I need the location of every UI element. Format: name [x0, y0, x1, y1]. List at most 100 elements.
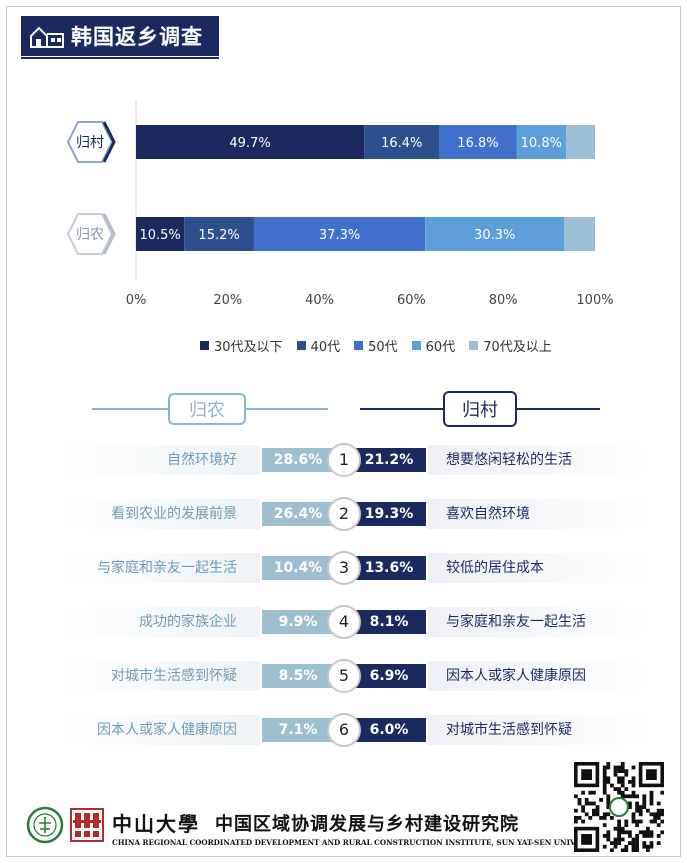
legend-item: 50代 [354, 336, 398, 355]
legend-item: 40代 [296, 336, 341, 355]
rank-badge: 6 [327, 713, 361, 747]
data-label: 30.3% [474, 228, 515, 243]
x-tick-label: 80% [489, 293, 518, 308]
bar-segment [439, 125, 517, 159]
left-reason: 与家庭和亲友一起生活 [97, 560, 237, 576]
category-label: 归农 [76, 226, 104, 243]
data-label: 16.8% [457, 136, 498, 151]
right-reason: 较低的居住成本 [446, 560, 544, 576]
left-percent: 9.9% [262, 610, 334, 634]
right-reason: 因本人或家人健康原因 [446, 668, 586, 684]
left-reason: 因本人或家人健康原因 [97, 722, 237, 738]
bar-segment [516, 125, 567, 159]
data-label: 37.3% [319, 228, 360, 243]
right-percent: 13.6% [352, 556, 426, 580]
row-left-shade [60, 499, 260, 529]
header-underline [21, 57, 219, 59]
page-frame [6, 6, 681, 857]
legend-swatch [411, 341, 421, 350]
comparison-row: 因本人或家人健康原因 7.1% 6.0% 6 对城市生活感到怀疑 [0, 713, 687, 747]
legend-label: 70代及以上 [483, 340, 552, 355]
right-panel-title: 归村 [443, 391, 517, 427]
rank-badge: 5 [327, 659, 361, 693]
category-badge-accent [102, 121, 116, 163]
right-percent: 19.3% [352, 502, 426, 526]
rank-badge: 1 [327, 443, 361, 477]
bar-segment [564, 217, 595, 251]
university-name: 中山大學 [112, 812, 200, 836]
right-percent: 8.1% [352, 610, 426, 634]
right-percent: 6.0% [352, 718, 426, 742]
legend-item: 60代 [411, 336, 456, 355]
page-title: 韩国返乡调查 [71, 25, 203, 49]
x-tick-label: 40% [305, 293, 334, 308]
left-reason: 自然环境好 [167, 452, 237, 468]
bar-segment [425, 217, 565, 251]
legend-label: 50代 [368, 340, 398, 355]
category-label: 归村 [76, 134, 104, 151]
legend-swatch [296, 341, 306, 350]
row-left-shade [60, 553, 260, 583]
left-panel-title: 归农 [168, 393, 246, 425]
legend-label: 60代 [425, 340, 456, 355]
bar-segment [566, 125, 595, 159]
house-icon [30, 26, 64, 48]
row-right-shade [428, 661, 648, 691]
bar-segment [364, 125, 440, 159]
left-percent: 7.1% [262, 718, 334, 742]
rank-badge: 4 [327, 605, 361, 639]
chart-legend: 30代及以下 40代 50代 60代 70代及以上 [200, 336, 552, 355]
x-tick-label: 100% [576, 293, 613, 308]
bar-segment [184, 217, 254, 251]
left-percent: 26.4% [262, 502, 334, 526]
legend-label: 30代及以下 [214, 340, 283, 355]
left-percent: 28.6% [262, 448, 334, 472]
legend-label: 40代 [310, 340, 341, 355]
x-tick-label: 0% [126, 293, 147, 308]
qr-code-icon[interactable] [574, 762, 664, 852]
legend-item: 70代及以上 [469, 336, 552, 355]
right-percent: 6.9% [352, 664, 426, 688]
row-left-shade [60, 661, 260, 691]
rank-badge: 2 [327, 497, 361, 531]
rank-badge: 3 [327, 551, 361, 585]
left-percent: 10.4% [262, 556, 334, 580]
left-percent: 8.5% [262, 664, 334, 688]
row-right-shade [428, 445, 648, 475]
data-label: 10.8% [521, 136, 562, 151]
comparison-row: 与家庭和亲友一起生活 10.4% 13.6% 3 较低的居住成本 [0, 551, 687, 585]
comparison-row: 看到农业的发展前景 26.4% 19.3% 2 喜欢自然环境 [0, 497, 687, 531]
institute-english-name: CHINA REGIONAL COORDINATED DEVELOPMENT A… [112, 838, 607, 847]
right-reason: 喜欢自然环境 [446, 506, 530, 522]
right-reason: 对城市生活感到怀疑 [446, 722, 572, 738]
x-tick-label: 60% [397, 293, 426, 308]
row-left-shade [60, 715, 260, 745]
institute-name: 中国区域协调发展与乡村建设研究院 [215, 814, 519, 835]
row-left-shade [60, 445, 260, 475]
x-tick-label: 20% [213, 293, 242, 308]
left-reason: 成功的家族企业 [139, 614, 237, 630]
bar-segment [136, 217, 185, 251]
data-label: 10.5% [139, 228, 180, 243]
comparison-row: 成功的家族企业 9.9% 8.1% 4 与家庭和亲友一起生活 [0, 605, 687, 639]
category-badge-accent [102, 213, 116, 255]
legend-swatch [200, 341, 209, 350]
header-banner: 韩国返乡调查 [21, 16, 219, 56]
row-right-shade [428, 715, 648, 745]
right-percent: 21.2% [352, 448, 426, 472]
legend-swatch [469, 341, 479, 350]
comparison-row: 自然环境好 28.6% 21.2% 1 想要悠闲轻松的生活 [0, 443, 687, 477]
right-reason: 想要悠闲轻松的生活 [446, 452, 572, 468]
category-badge-frame [66, 213, 114, 255]
legend-item: 30代及以下 [200, 336, 283, 355]
right-reason: 与家庭和亲友一起生活 [446, 614, 586, 630]
left-reason: 看到农业的发展前景 [111, 506, 237, 522]
row-left-shade [60, 607, 260, 637]
row-right-shade [428, 553, 648, 583]
bar-segment [136, 125, 365, 159]
bar-segment [253, 217, 426, 251]
legend-swatch [354, 341, 364, 350]
data-label: 15.2% [198, 228, 239, 243]
row-right-shade [428, 499, 648, 529]
